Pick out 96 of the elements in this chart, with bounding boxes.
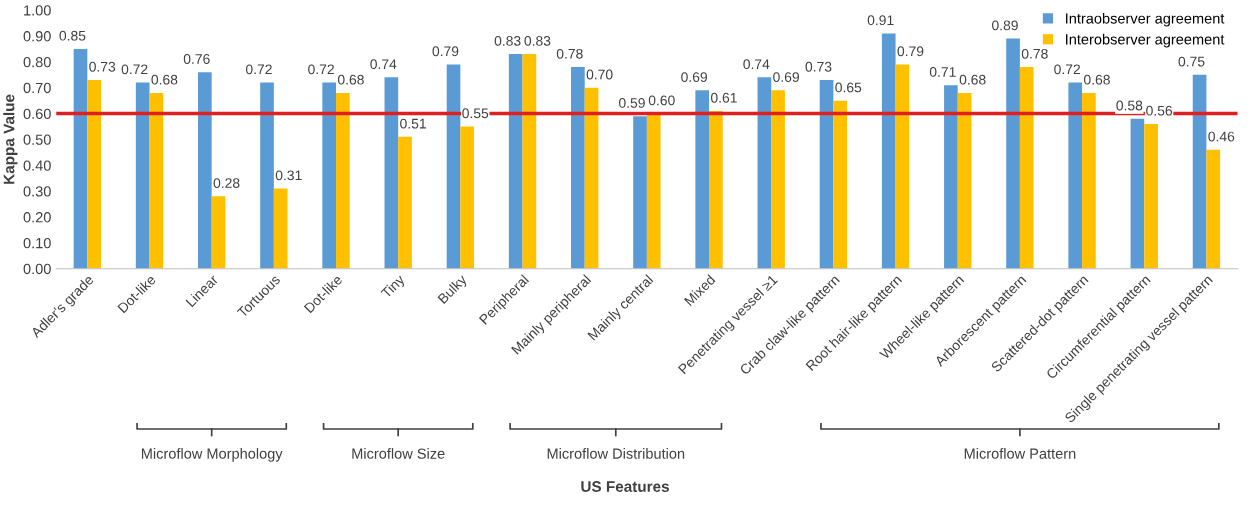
y-tick-label: 0.90: [23, 31, 51, 42]
data-label: 0.89: [992, 20, 1018, 31]
data-label: 0.65: [835, 82, 862, 93]
data-label: 0.79: [897, 46, 924, 57]
y-tick-label: 0.60: [23, 108, 51, 119]
bar: [1006, 38, 1020, 269]
y-axis-title: Kappa Value: [3, 94, 18, 184]
data-label: 0.76: [183, 54, 210, 64]
bar: [522, 54, 537, 269]
data-label: 0.56: [1146, 105, 1173, 116]
bar: [571, 67, 585, 269]
y-tick-label: 0.50: [23, 134, 51, 145]
x-axis-title: US Features: [581, 481, 669, 492]
data-label: 0.59: [619, 98, 645, 108]
data-label: 0.68: [337, 74, 364, 85]
data-label: 0.83: [494, 35, 521, 46]
y-tick-label: 0.40: [23, 160, 51, 171]
y-tick-label: 0.20: [23, 212, 51, 223]
data-label: 0.75: [1178, 56, 1205, 67]
bar: [1068, 82, 1083, 269]
bar: [149, 92, 164, 269]
bar: [584, 87, 599, 269]
bar: [1192, 74, 1207, 269]
data-label: 0.73: [805, 61, 832, 72]
data-label: 0.74: [743, 59, 770, 70]
bar: [771, 90, 785, 269]
text: Microflow Size: [352, 448, 445, 459]
bar: [87, 79, 102, 269]
data-label: 0.74: [370, 59, 397, 70]
bar: [508, 54, 523, 269]
bar: [881, 33, 896, 269]
y-tick-label: 0.00: [23, 263, 51, 275]
data-label: 0.83: [524, 35, 551, 46]
bar: [895, 64, 910, 269]
bar: [1144, 123, 1158, 269]
data-label: 0.79: [432, 46, 459, 57]
bar: [819, 79, 834, 269]
text: Microflow Morphology: [141, 448, 283, 462]
data-label: 0.55: [462, 108, 489, 119]
bar: [273, 188, 288, 269]
data-label: 0.46: [1208, 131, 1235, 142]
legend-label: Intraobserver agreement: [1066, 12, 1225, 27]
data-label: 0.72: [245, 64, 272, 75]
data-label: 0.91: [867, 15, 894, 26]
bar: [1206, 149, 1221, 269]
bar: [398, 136, 412, 269]
bar: [73, 48, 88, 269]
x-tick-label: Tiny: [380, 273, 408, 301]
bar: [709, 110, 723, 269]
data-label: 0.72: [121, 64, 148, 75]
bar: [633, 116, 647, 269]
bar: [957, 92, 972, 269]
data-label: 0.70: [586, 69, 613, 80]
data-label: 0.58: [1116, 100, 1143, 111]
data-label: 0.69: [773, 72, 799, 82]
data-label: 0.69: [681, 72, 707, 82]
bar: [211, 196, 226, 269]
data-label: 0.51: [400, 118, 426, 129]
data-label: 0.31: [275, 170, 302, 181]
y-tick-label: 0.10: [23, 237, 51, 249]
text: Microflow Distribution: [547, 448, 685, 459]
bar: [460, 126, 475, 269]
data-label: 0.60: [648, 95, 675, 106]
data-label: 0.68: [151, 74, 178, 85]
bar: [646, 113, 661, 269]
bar: [1130, 118, 1145, 269]
bar: [695, 90, 710, 269]
y-tick-label: 0.70: [23, 82, 51, 94]
y-tick-label: 0.30: [23, 186, 51, 197]
bar: [260, 82, 274, 269]
data-label: 0.85: [59, 30, 86, 41]
legend-label: Interobserver agreement: [1066, 33, 1225, 48]
bar: [1082, 92, 1096, 269]
bar: [446, 64, 461, 269]
data-label: 0.72: [1054, 64, 1080, 75]
data-label: 0.73: [89, 61, 116, 72]
data-label: 0.68: [959, 74, 986, 85]
data-label: 0.61: [710, 92, 737, 103]
bar: [944, 85, 958, 269]
data-label: 0.28: [213, 178, 240, 189]
bar: [384, 77, 399, 269]
bar: [135, 82, 150, 269]
bar: [198, 72, 212, 269]
bar: [833, 100, 848, 269]
text: Microflow Pattern: [964, 448, 1076, 459]
bar: [322, 82, 337, 269]
data-label: 0.78: [1021, 48, 1048, 59]
y-tick-label: 1.00: [24, 5, 51, 16]
y-tick-label: 0.80: [23, 56, 51, 68]
data-label: 0.71: [929, 66, 956, 77]
bar: [757, 77, 772, 269]
bar: [1019, 67, 1034, 269]
data-label: 0.78: [556, 48, 583, 59]
data-label: 0.72: [308, 64, 334, 75]
bar: [336, 92, 350, 269]
data-label: 0.68: [1084, 74, 1110, 85]
